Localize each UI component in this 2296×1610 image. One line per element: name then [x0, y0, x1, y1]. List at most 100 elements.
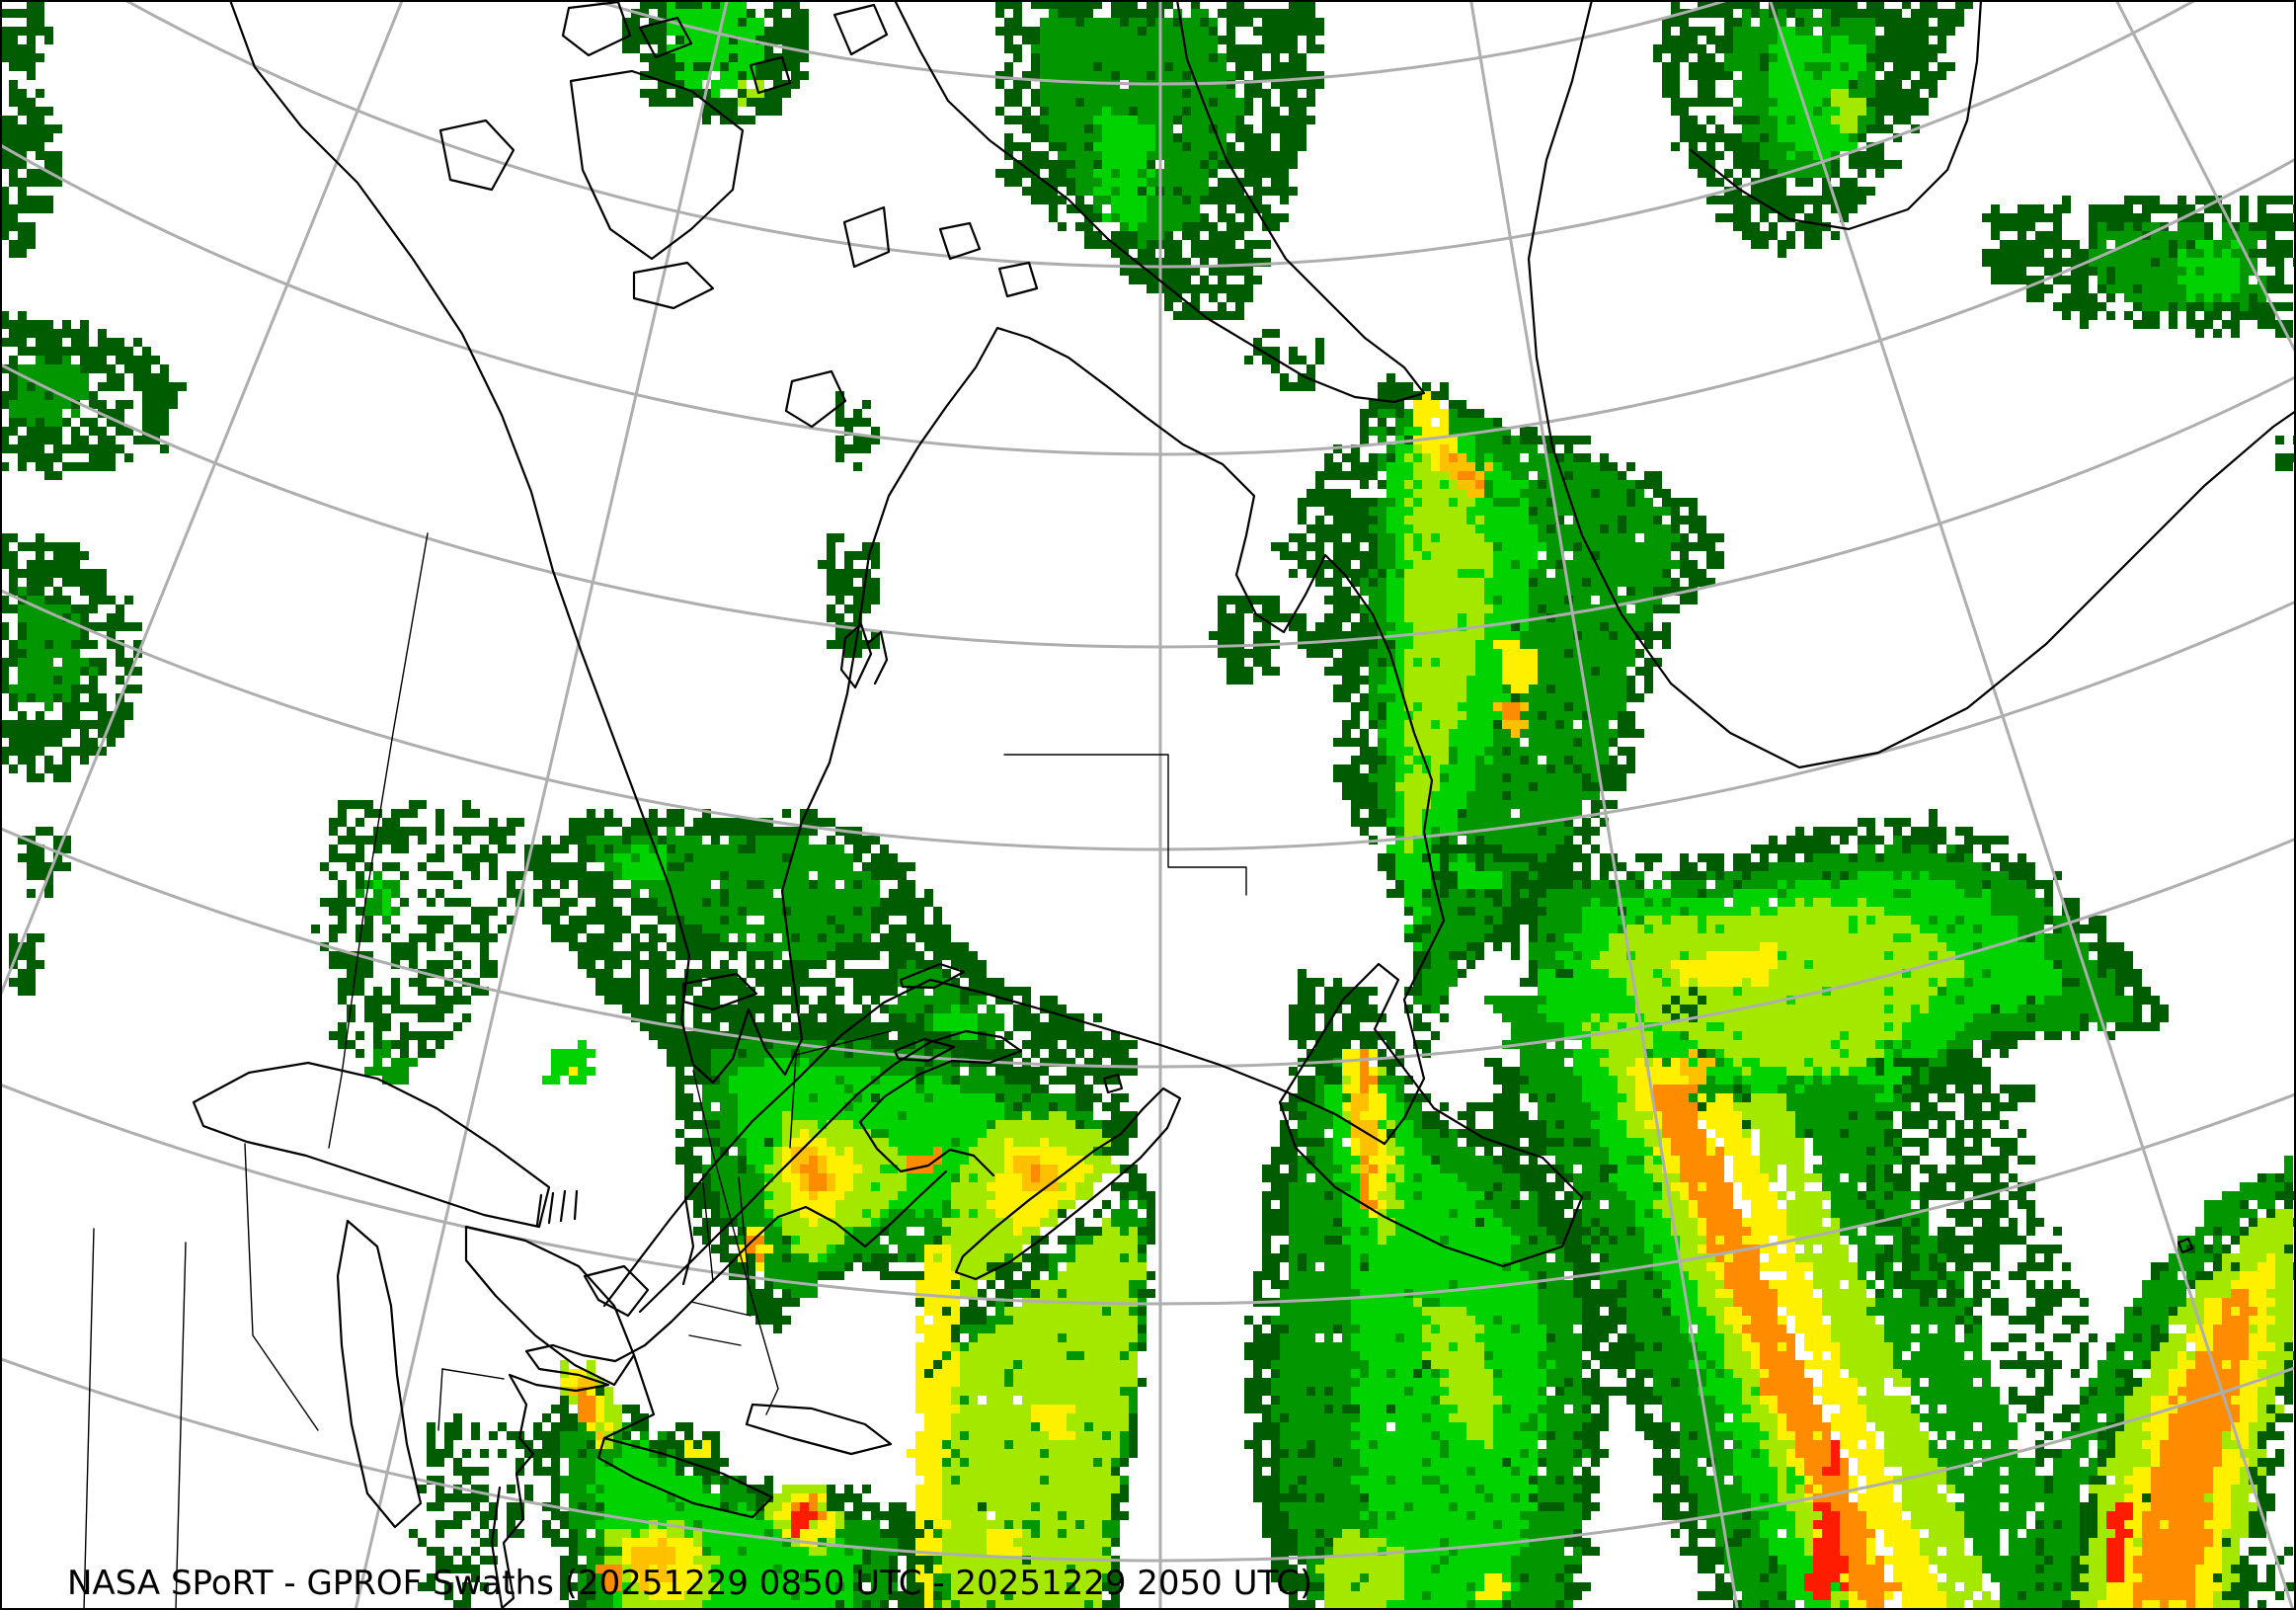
- swath-southeast-speckles-trace: [1849, 1111, 2026, 1333]
- baffin-islet-2: [842, 205, 891, 269]
- map-title-label: NASA SPoRT - GPROF Swaths (20251229 0850…: [67, 1564, 1312, 1603]
- swath-left-strip-c-trace: [18, 827, 71, 898]
- swath-quebec-scatter-west-light: [364, 1040, 418, 1085]
- st-lawrence-south-gaspe-nb: [638, 1029, 1023, 1314]
- swath-davis-strait-swath-very-heavy: [1493, 640, 1538, 693]
- maine-border: [789, 1030, 892, 1149]
- graticule-meridian: [1469, 0, 1739, 1610]
- baffin-islet-1: [832, 3, 889, 56]
- mansel-island: [784, 369, 847, 429]
- georgian-bay: [583, 1264, 650, 1318]
- salisbury-island: [938, 221, 982, 261]
- swath-maritimes-complex-extreme: [800, 1156, 827, 1191]
- swath-atlantic-main-band-extreme: [1653, 1085, 1911, 1609]
- belcher-islands-2: [865, 630, 889, 685]
- swath-gulf-of-maine-trace: [409, 1413, 542, 1609]
- coats-island: [632, 261, 715, 310]
- graticule-meridian: [354, 0, 729, 1610]
- swath-maritimes-complex-extreme: [1031, 1165, 1040, 1182]
- swath-newfoundland-swath-heavy: [1413, 1298, 1502, 1449]
- swath-atlantic-east-band-severe: [2106, 1502, 2133, 1582]
- graticule-meridian: [1768, 0, 2295, 1610]
- swath-quebec-main-mass-very-heavy: [569, 1067, 578, 1076]
- foxe-islet-1: [638, 16, 693, 59]
- swath-gulf-of-maine-extreme: [578, 1387, 595, 1422]
- lake-michigan: [336, 1219, 423, 1529]
- southampton-island: [569, 69, 745, 261]
- prince-edward-island: [893, 1037, 956, 1063]
- swath-left-strip-b-light: [9, 356, 89, 427]
- swath-southeast-speckles-trace: [2240, 1547, 2296, 1610]
- graticule-meridian: [0, 0, 404, 1001]
- chesapeake-inner-shore: [490, 1486, 504, 1608]
- greenland-west-coast: [1527, 0, 2296, 769]
- finger-lake-1: [535, 1193, 543, 1227]
- ontario-quebec-border: [692, 1070, 779, 1415]
- swath-atlantic-east-band-extreme: [2133, 1289, 2257, 1609]
- swath-atlantic-main-band-severe: [1822, 1440, 1840, 1476]
- vermont-border: [702, 1182, 714, 1283]
- swath-gulf-of-maine-intense: [631, 1538, 675, 1591]
- swath-greenland-swath-heavy: [1831, 89, 1866, 133]
- baffin-island-south: [893, 0, 1426, 404]
- coastlines: [192, 0, 2296, 1610]
- swath-fundy-band-very-heavy: [1031, 1405, 1075, 1440]
- midwest-state-border-1: [83, 1228, 95, 1610]
- swath-atlantic-main-band-very-heavy: [1698, 1093, 1946, 1610]
- swath-gulf-of-maine-extreme: [595, 1565, 622, 1591]
- nottingham-island: [997, 261, 1039, 298]
- new-york-west-border: [437, 1368, 443, 1431]
- swath-quebec-scatter-west-moderate: [373, 880, 391, 916]
- ontario-manitoba-border: [328, 532, 429, 1149]
- new-england-atlantic-coast: [498, 1169, 948, 1610]
- swath-left-strip-a-trace: [0, 80, 62, 258]
- lake-erie: [596, 1436, 774, 1519]
- wisconsin-michigan-border: [244, 1143, 319, 1431]
- quebec-labrador-border: [1003, 754, 1247, 896]
- swath-atlantic-main-band-trace: [1875, 1049, 2204, 1609]
- greenland-fjord-coast: [1689, 0, 1983, 231]
- new-hampshire-border: [738, 1176, 750, 1280]
- melville-islet: [561, 0, 632, 57]
- massachusetts-border: [690, 1301, 752, 1317]
- midwest-state-border-2: [175, 1242, 187, 1610]
- swath-right-edge-patch-moderate: [2177, 240, 2240, 302]
- swath-connector-band-moderate: [1449, 853, 1502, 889]
- foxe-islet-2: [749, 55, 792, 95]
- anticosti-island: [899, 962, 966, 990]
- swath-atlantic-fan-very-heavy: [1671, 942, 1778, 987]
- lake-superior: [192, 1061, 551, 1229]
- swath-atlantic-fan-heavy: [1591, 898, 1964, 1085]
- swath-quebec-scatter-west-light: [356, 871, 400, 925]
- political-borders: [83, 532, 1247, 1610]
- swath-baffin-tip-bits-trace: [1244, 329, 1324, 391]
- swath-left-strip-b-trace: [0, 311, 187, 480]
- swath-atlantic-main-band-heavy: [1733, 1093, 2000, 1609]
- swath-fundy-band-very-heavy: [987, 1529, 1022, 1556]
- finger-lake-3: [559, 1189, 567, 1223]
- swath-newfoundland-swath-intense: [1351, 1093, 1378, 1209]
- finger-lake-4: [573, 1189, 579, 1221]
- swath-quebec-main-mass-moderate: [542, 1040, 595, 1085]
- swath-quebec-main-mass-moderate: [933, 1005, 978, 1049]
- finger-lake-2: [547, 1191, 555, 1225]
- nova-scotia-cape-breton: [954, 1087, 1182, 1281]
- swath-atlantic-fan-trace: [1662, 987, 1706, 1022]
- akimiski-island: [681, 972, 758, 1011]
- swath-left-top-corner-trace: [0, 0, 53, 80]
- swath-gulf-of-maine-severe: [791, 1502, 818, 1538]
- keewatin-islet: [438, 119, 515, 192]
- swath-gulf-of-maine-very-heavy: [684, 1440, 711, 1458]
- new-york-pennsylvania-border: [441, 1368, 505, 1380]
- lake-ontario: [745, 1403, 893, 1456]
- swath-davis-strait-swath-extreme: [1449, 453, 1484, 489]
- swath-right-edge-tiny-trace: [2275, 436, 2296, 471]
- swath-davis-strait-swath-extreme: [1502, 702, 1520, 720]
- swath-top-swath-moderate: [1093, 107, 1155, 231]
- belcher-islands: [839, 622, 873, 689]
- atlantic-islet: [2177, 1237, 2194, 1254]
- graticule-meridian: [2114, 0, 2296, 357]
- lake-huron: [464, 1225, 636, 1387]
- gulf-st-lawrence-north-shore: [602, 978, 1386, 1308]
